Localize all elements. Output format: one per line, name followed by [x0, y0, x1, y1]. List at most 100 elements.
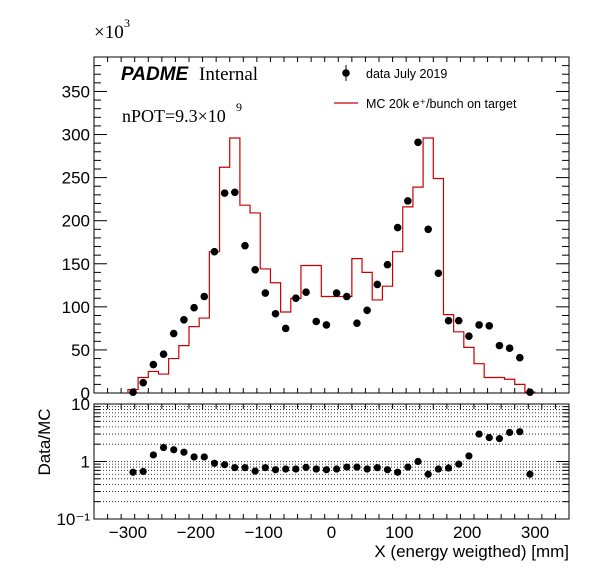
ratio-point [221, 461, 229, 469]
data-point [434, 269, 443, 278]
data-point [424, 225, 432, 234]
ratio-point [373, 464, 381, 472]
ratio-point [434, 465, 442, 473]
ratio-y-tick-label: 10⁻¹ [56, 510, 90, 529]
ratio-point [394, 468, 402, 476]
data-point [241, 241, 249, 250]
ratio-point [363, 465, 371, 473]
mc-histogram [127, 137, 536, 393]
ratio-point [343, 463, 351, 471]
ratio-point [475, 430, 483, 438]
y-multiplier-exponent: 3 [124, 16, 130, 30]
data-point [526, 388, 534, 396]
data-point [393, 223, 402, 232]
ratio-point [353, 463, 361, 471]
data-point [332, 289, 341, 297]
data-point [169, 329, 178, 338]
ratio-point [516, 428, 524, 436]
data-point [505, 344, 514, 353]
data-point [475, 321, 483, 329]
data-point [383, 260, 392, 269]
data-point [261, 289, 270, 297]
data-point [322, 321, 331, 329]
y-tick-label: 300 [62, 126, 90, 145]
ratio-point [526, 470, 534, 478]
npot-exponent: 9 [236, 100, 242, 114]
y-tick-label: 50 [71, 341, 90, 360]
npot-label: nPOT=9.3×10 [122, 106, 226, 126]
ratio-point [241, 464, 249, 472]
data-point [200, 292, 209, 301]
ratio-point [251, 467, 259, 475]
ratio-point [302, 463, 310, 471]
ratio-point [414, 457, 422, 466]
x-tick-label: 300 [521, 523, 549, 542]
ratio-point [231, 464, 239, 472]
ratio-y-tick-label: 1 [81, 453, 90, 472]
data-point [159, 350, 168, 359]
ratio-point [159, 443, 168, 452]
data-point [485, 322, 494, 330]
data-point [292, 294, 300, 303]
data-point [302, 288, 310, 297]
y-tick-label: 100 [62, 298, 90, 317]
y-tick-label: 0 [81, 384, 90, 403]
y-tick-label: 250 [62, 169, 90, 188]
legend-mc-label: MC 20k e⁺/bunch on target [366, 97, 517, 111]
internal-label: Internal [199, 64, 258, 85]
ratio-point [139, 467, 147, 476]
data-point [495, 341, 504, 350]
legend-data-marker [342, 69, 350, 77]
data-point [271, 309, 280, 318]
ratio-point [485, 434, 493, 442]
ratio-point [210, 459, 219, 467]
x-tick-label: −100 [244, 523, 282, 542]
data-point [231, 188, 239, 197]
data-point [210, 247, 219, 256]
data-point [220, 189, 229, 197]
ratio-point [282, 465, 290, 473]
data-point [281, 324, 290, 333]
ratio-point [424, 470, 432, 478]
ratio-point [180, 448, 188, 456]
data-point [373, 280, 382, 289]
data-point [129, 388, 137, 396]
ratio-point [404, 463, 412, 471]
data-point [139, 378, 147, 387]
ratio-point [332, 465, 341, 473]
ratio-point [170, 446, 178, 454]
data-point [251, 266, 259, 274]
data-point [516, 353, 524, 362]
ratio-point [190, 453, 198, 461]
ratio-point [149, 451, 157, 459]
ratio-point [495, 435, 504, 443]
top-frame [93, 56, 570, 394]
y-tick-label: 150 [62, 255, 90, 274]
x-tick-label: 0 [327, 523, 336, 542]
padme-label: PADME [121, 64, 190, 85]
data-point [454, 316, 463, 325]
y-tick-label: 200 [62, 212, 90, 231]
data-point [414, 138, 422, 147]
ratio-panel: 10⁻¹ 1 10 −300 −200 −100 0 100 200 300 [56, 395, 570, 542]
ratio-y-axis-title: Data/MC [35, 408, 54, 475]
legend-data-label: data July 2019 [366, 67, 447, 81]
data-point [444, 316, 453, 325]
ratio-point [322, 466, 331, 474]
data-point [404, 197, 412, 205]
data-point [363, 306, 371, 315]
y-multiplier-base: ×10 [94, 22, 124, 43]
data-point [465, 332, 473, 340]
ratio-point [383, 466, 392, 474]
ratio-point [465, 452, 473, 460]
ratio-point [271, 466, 280, 474]
x-tick-label: 100 [385, 523, 413, 542]
ratio-point [444, 464, 453, 472]
data-point [312, 317, 321, 326]
ratio-point [506, 428, 514, 437]
ratio-point [312, 465, 320, 473]
ratio-point [292, 465, 300, 473]
top-panel: 0 50 100 150 200 250 300 350 [62, 56, 570, 403]
x-tick-label: 200 [453, 523, 481, 542]
